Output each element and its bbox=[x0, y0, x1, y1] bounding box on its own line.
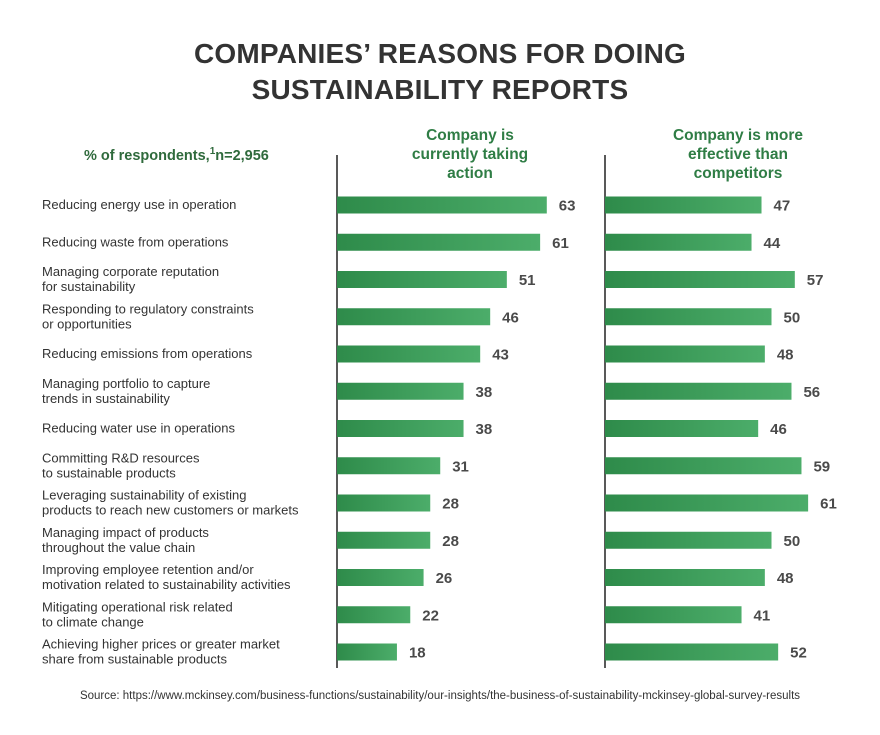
subtitle-suffix: n=2,956 bbox=[215, 148, 269, 164]
bar-series-0-row-8 bbox=[337, 494, 431, 512]
category-label-12-line-1: share from sustainable products bbox=[42, 652, 227, 667]
value-label-series-1-row-10: 48 bbox=[777, 570, 794, 587]
bar-series-0-row-6 bbox=[337, 420, 464, 437]
chart-title-line-2: SUSTAINABILITY REPORTS bbox=[251, 74, 629, 105]
bar-series-0-row-12 bbox=[337, 643, 397, 661]
value-label-series-1-row-2: 57 bbox=[807, 272, 824, 289]
bar-series-1-row-5 bbox=[605, 382, 792, 400]
series-1-header-line-2: competitors bbox=[694, 165, 783, 182]
bar-series-0-row-7 bbox=[337, 457, 441, 475]
value-label-series-0-row-3: 46 bbox=[502, 309, 519, 326]
category-label-4-line-0: Reducing emissions from operations bbox=[42, 346, 253, 361]
bar-series-1-row-2 bbox=[605, 271, 795, 288]
chart-title: COMPANIES’ REASONS FOR DOING SUSTAINABIL… bbox=[0, 36, 880, 108]
bar-series-1-row-8 bbox=[605, 494, 809, 512]
bar-series-1-row-9 bbox=[605, 531, 772, 549]
value-label-series-0-row-1: 61 bbox=[552, 235, 569, 252]
category-labels: Reducing energy use in operation Reducing… bbox=[42, 197, 299, 667]
bar-series-1-row-7 bbox=[605, 457, 802, 475]
bar-series-1-row-3 bbox=[605, 308, 772, 326]
series-headers: Company is currently taking action Company … bbox=[412, 127, 804, 182]
chart-title-line-1: COMPANIES’ REASONS FOR DOING bbox=[193, 38, 687, 69]
value-label-series-1-row-0: 47 bbox=[774, 198, 791, 215]
bar-series-0-row-10 bbox=[337, 569, 424, 586]
subtitle: % of respondents,1n=2,956 bbox=[84, 146, 269, 164]
category-label-0-line-0: Reducing energy use in operation bbox=[42, 197, 236, 212]
bar-series-1-row-10 bbox=[605, 569, 765, 586]
value-label-series-1-row-4: 48 bbox=[777, 347, 794, 364]
bar-series-1-row-6 bbox=[605, 420, 759, 437]
bar-series-0-row-1 bbox=[337, 233, 541, 251]
category-label-11-line-1: to climate change bbox=[42, 614, 144, 629]
category-label-8-line-0: Leveraging sustainability of existing bbox=[42, 488, 247, 503]
value-label-series-1-row-3: 50 bbox=[784, 309, 801, 326]
bar-series-0-row-11 bbox=[337, 606, 411, 624]
bar-series-0-row-4 bbox=[337, 345, 481, 363]
value-label-series-0-row-7: 31 bbox=[452, 458, 469, 475]
category-label-6-line-0: Reducing water use in operations bbox=[42, 421, 235, 436]
source-note: Source: https://www.mckinsey.com/busines… bbox=[80, 690, 800, 702]
category-label-8-line-1: products to reach new customers or marke… bbox=[42, 503, 299, 518]
category-label-9-line-1: throughout the value chain bbox=[42, 540, 195, 555]
category-label-7-line-0: Committing R&D resources bbox=[42, 450, 200, 465]
category-label-11-line-0: Mitigating operational risk related bbox=[42, 599, 233, 614]
bar-series-1-row-12 bbox=[605, 643, 779, 661]
value-label-series-0-row-8: 28 bbox=[442, 496, 459, 513]
series-0-header-line-1: currently taking bbox=[412, 146, 528, 163]
value-label-series-0-row-6: 38 bbox=[476, 421, 493, 438]
category-label-9-line-0: Managing impact of products bbox=[42, 525, 209, 540]
value-label-series-0-row-0: 63 bbox=[559, 198, 576, 215]
value-label-series-1-row-9: 50 bbox=[784, 533, 801, 550]
value-label-series-1-row-6: 46 bbox=[770, 421, 787, 438]
value-label-series-0-row-9: 28 bbox=[442, 533, 459, 550]
subtitle-prefix: % of respondents, bbox=[84, 148, 210, 164]
series-1-header-line-1: effective than bbox=[688, 146, 788, 163]
category-label-1-line-0: Reducing waste from operations bbox=[42, 234, 229, 249]
value-labels: 63 61 51 46 43 38 38 31 28 28 26 22 18 47 44 57 50 48 56 46… bbox=[409, 198, 837, 662]
bar-series-0-row-0 bbox=[337, 196, 547, 214]
value-label-series-1-row-7: 59 bbox=[813, 458, 830, 475]
bar-series-0-row-2 bbox=[337, 271, 507, 288]
subtitle-footnote: 1 bbox=[210, 146, 216, 157]
bar-series-0-row-3 bbox=[337, 308, 491, 326]
category-label-2-line-1: for sustainability bbox=[42, 279, 136, 294]
category-label-2-line-0: Managing corporate reputation bbox=[42, 264, 219, 279]
axes bbox=[336, 155, 606, 668]
value-label-series-0-row-10: 26 bbox=[436, 570, 453, 587]
category-label-5-line-1: trends in sustainability bbox=[42, 391, 170, 406]
bar-series-0-row-5 bbox=[337, 382, 464, 400]
bar-series-1-row-0 bbox=[605, 196, 762, 214]
bar-series-1-row-11 bbox=[605, 606, 742, 624]
value-label-series-0-row-2: 51 bbox=[519, 272, 536, 289]
category-label-5-line-0: Managing portfolio to capture bbox=[42, 376, 210, 391]
value-label-series-0-row-11: 22 bbox=[422, 607, 439, 624]
series-0-header-line-2: action bbox=[447, 165, 493, 182]
category-label-7-line-1: to sustainable products bbox=[42, 465, 176, 480]
category-label-3-line-1: or opportunities bbox=[42, 316, 132, 331]
value-label-series-0-row-5: 38 bbox=[476, 384, 493, 401]
category-label-12-line-0: Achieving higher prices or greater marke… bbox=[42, 637, 280, 652]
value-label-series-0-row-4: 43 bbox=[492, 347, 509, 364]
bars bbox=[337, 196, 809, 661]
value-label-series-0-row-12: 18 bbox=[409, 645, 426, 662]
value-label-series-1-row-8: 61 bbox=[820, 496, 837, 513]
value-label-series-1-row-5: 56 bbox=[803, 384, 820, 401]
value-label-series-1-row-1: 44 bbox=[764, 235, 781, 252]
value-label-series-1-row-11: 41 bbox=[754, 607, 771, 624]
category-label-10-line-0: Improving employee retention and/or bbox=[42, 562, 254, 577]
bar-series-0-row-9 bbox=[337, 531, 431, 549]
category-label-3-line-0: Responding to regulatory constraints bbox=[42, 301, 254, 316]
series-1-header-line-0: Company is more bbox=[673, 127, 803, 144]
series-0-header-line-0: Company is bbox=[426, 127, 514, 144]
category-label-10-line-1: motivation related to sustainability act… bbox=[42, 577, 291, 592]
bar-series-1-row-1 bbox=[605, 233, 752, 251]
bar-series-1-row-4 bbox=[605, 345, 765, 363]
value-label-series-1-row-12: 52 bbox=[790, 645, 807, 662]
